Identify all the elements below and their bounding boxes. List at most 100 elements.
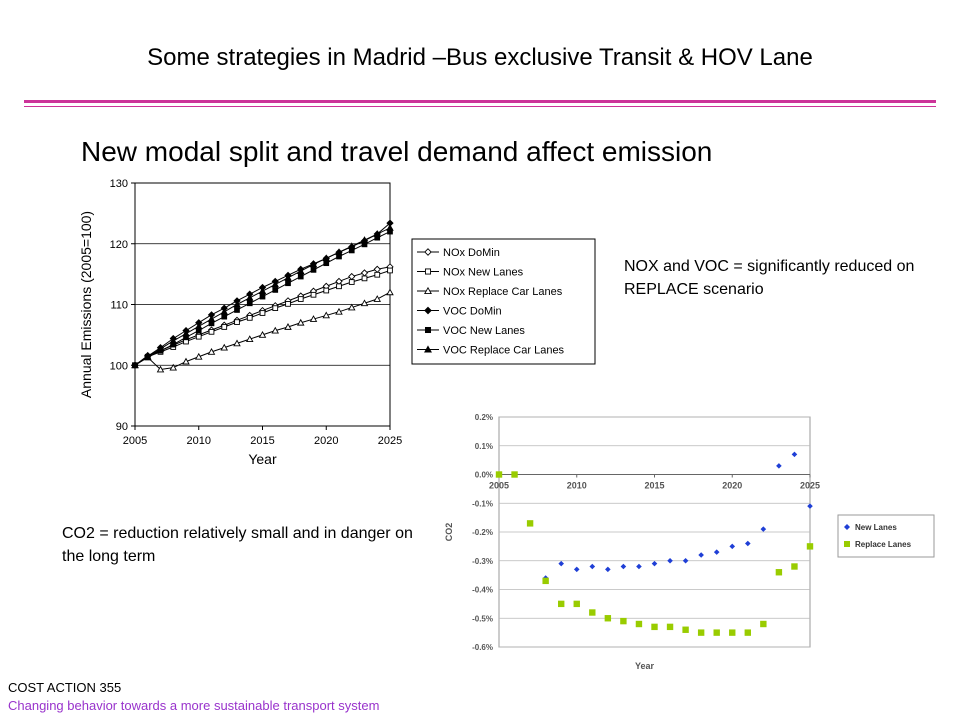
co2-point-1 [776,463,782,469]
co2-point-1 [636,563,642,570]
y-tick-label: 110 [110,300,128,312]
legend-marker [424,248,432,256]
x-tick-label: 2025 [800,481,820,491]
data-point [131,361,139,369]
data-point [323,287,330,294]
data-point [182,357,190,365]
co2-point-2 [558,600,565,608]
data-point [258,330,267,338]
slide-subtitle: New modal split and travel demand affect… [81,136,713,167]
data-point [220,343,229,351]
co2-point-2 [760,620,767,628]
data-point [309,315,318,322]
x-tick-label: 2015 [644,481,664,491]
co2-point-2 [635,620,643,628]
data-point [347,242,356,250]
data-point [182,329,190,337]
data-point [296,267,305,274]
data-point [246,315,253,321]
data-point [156,344,165,352]
data-point [194,352,203,360]
legend-marker [844,541,850,547]
data-point [386,224,394,231]
y-tick-label: 0.2% [475,413,493,422]
x-tick-label: 2010 [187,435,211,447]
co2-point-2 [651,623,658,631]
legend-label: NOx Replace Car Lanes [443,286,563,298]
co2-point-2 [697,629,705,636]
co2-point-2 [511,471,518,478]
data-point [233,300,241,308]
legend-marker [424,286,432,295]
data-point [386,288,394,296]
x-tick-label: 2020 [314,435,338,447]
y-tick-label: -0.6% [472,643,493,652]
data-point [271,280,280,288]
co2-point-2 [666,623,674,631]
data-point [348,279,355,285]
legend-label: NOx New Lanes [443,267,524,279]
co2-point-2 [573,600,580,608]
co2-point-2 [542,577,549,585]
legend-label: VOC Replace Car Lanes [443,345,565,357]
data-point [272,287,279,293]
legend-marker [424,306,432,315]
data-point [208,328,215,335]
co2-point-1 [667,557,673,564]
y-tick-label: -0.4% [472,586,493,595]
y-tick-label: 130 [110,178,128,190]
data-point [234,307,240,313]
title-divider-thin [24,106,936,107]
data-point [335,307,343,315]
co2-point-2 [604,615,612,622]
legend-label: VOC DoMin [443,306,502,318]
nox-voc-note: NOX and VOC = significantly reduced on R… [624,258,915,298]
legend-marker [424,345,432,353]
legend-marker [424,268,432,275]
co2-point-1 [558,560,564,567]
data-point [284,273,292,281]
co2-note: CO2 = reduction relatively small and in … [62,525,413,565]
data-point [271,326,280,334]
co2-point-2 [620,617,627,625]
data-point [169,363,178,371]
data-point [296,318,305,326]
y-tick-label: 90 [116,421,128,433]
data-point [245,293,254,301]
data-point [373,230,382,237]
x-tick-label: 2005 [489,481,509,491]
data-point [245,335,254,342]
data-point [272,305,279,311]
co2-point-1 [791,451,798,458]
x-tick-label: 2005 [123,435,147,447]
data-point [361,275,368,282]
legend-label: VOC New Lanes [443,325,525,337]
data-point [285,280,291,287]
data-point [258,287,267,294]
legend-marker [844,524,850,530]
data-point [360,236,369,243]
data-point [297,296,304,302]
data-point [285,301,291,307]
y-axis-label: CO2 [444,523,454,542]
co2-point-2 [713,629,720,636]
co2-point-2 [806,543,814,550]
data-point [234,319,240,325]
data-point [195,333,202,340]
data-point [207,347,216,355]
y-tick-label: 0.0% [475,471,493,480]
co2-point-2 [682,626,689,633]
data-point [309,260,318,268]
y-axis-label: Annual Emissions (2005=100) [78,211,94,398]
legend-label: NOx DoMin [443,247,500,259]
legend-marker [424,326,432,334]
co2-point-1 [713,549,720,555]
y-tick-label: -0.1% [472,499,493,508]
data-point [220,307,229,315]
legend-label: New Lanes [855,523,897,532]
x-axis-label: Year [248,451,277,467]
y-tick-label: -0.2% [472,528,493,537]
title-divider-thick [24,100,936,103]
data-point [169,337,178,344]
footer-tagline: Changing behavior towards a more sustain… [8,698,380,713]
